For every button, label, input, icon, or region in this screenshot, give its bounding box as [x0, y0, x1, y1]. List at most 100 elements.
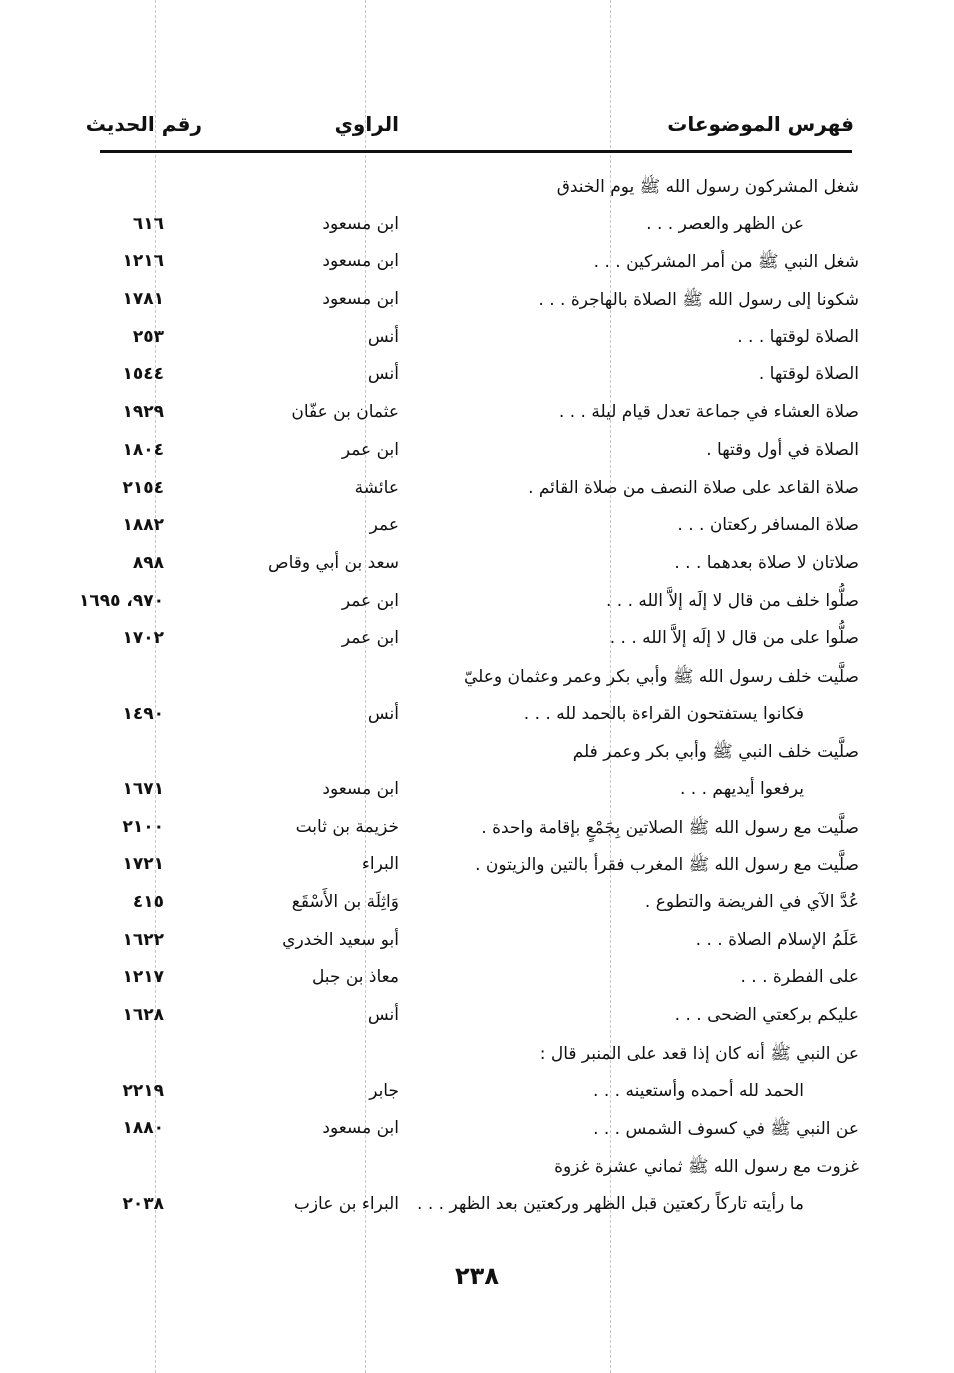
- topic-text: صلُّوا خلف من قال لا إلَه إلاَّ الله . .…: [605, 590, 859, 611]
- index-row: عليكم بركعتي الضحى . . . أنس ١٦٢٨: [0, 1001, 954, 1039]
- scan-artifact-line: [610, 0, 611, 1373]
- hadith-number: ٢١٥٤: [122, 477, 164, 498]
- narrator-text: معاذ بن جبل: [311, 967, 399, 988]
- index-row: شغل النبي ﷺ من أمر المشركين . . . ابن مسع…: [0, 247, 954, 285]
- topic-text: عن النبي ﷺ أنه كان إذا قعد على المنبر قا…: [539, 1043, 859, 1064]
- index-row: الحمد لله أحمده وأستعينه . . . جابر ٢٢١٩: [0, 1077, 954, 1115]
- index-row: صلُّوا على من قال لا إلَه إلاَّ الله . .…: [0, 624, 954, 662]
- narrator-text: أنس: [367, 364, 399, 385]
- hadith-number: ١٦٢٢: [122, 929, 164, 950]
- topic-text: عن النبي ﷺ في كسوف الشمس . . .: [593, 1119, 859, 1140]
- scan-artifact-line: [365, 0, 366, 1373]
- narrator-text: أنس: [367, 1005, 399, 1026]
- narrator-text: ابن مسعود: [322, 1118, 399, 1139]
- hadith-number: ١٧٨١: [122, 289, 164, 310]
- topic-text: الصلاة لوقتها . . .: [737, 326, 859, 347]
- narrator-text: وَاثِلَة بن الأَسْقَع: [291, 892, 399, 913]
- hadith-number: ١٤٩٠: [122, 703, 164, 724]
- narrator-text: عمر: [369, 515, 399, 536]
- index-row: صلَّيت مع رسول الله ﷺ المغرب فقرأ بالتين…: [0, 850, 954, 888]
- hadith-number: ١٨٨٢: [122, 515, 164, 536]
- topic-text: الصلاة في أول وقتها .: [706, 439, 859, 460]
- topic-text: صلَّيت مع رسول الله ﷺ المغرب فقرأ بالتين…: [475, 855, 859, 876]
- narrator-text: ابن عمر: [341, 628, 399, 649]
- scan-artifact-line: [155, 0, 156, 1373]
- hadith-number: ١٢١٧: [122, 967, 164, 988]
- column-header-narrator: الراوي: [334, 112, 399, 136]
- hadith-number: ٢٢١٩: [122, 1080, 164, 1101]
- narrator-text: ابن مسعود: [322, 289, 399, 310]
- topic-text: عليكم بركعتي الضحى . . .: [674, 1005, 859, 1026]
- hadith-number: ٢٥٣: [132, 326, 164, 347]
- index-row: عُدَّ الآي في الفريضة والتطوع . وَاثِلَة …: [0, 888, 954, 926]
- hadith-number: ١٨٨٠: [122, 1118, 164, 1139]
- index-row: صلَّيت مع رسول الله ﷺ الصلاتين بِجَمْعٍ …: [0, 813, 954, 851]
- topic-text: فكانوا يستفتحون القراءة بالحمد لله . . .: [523, 703, 804, 724]
- column-header-topics: فهرس الموضوعات: [667, 112, 854, 136]
- narrator-text: ابن عمر: [341, 590, 399, 611]
- index-row: عن النبي ﷺ أنه كان إذا قعد على المنبر قا…: [0, 1039, 954, 1077]
- narrator-text: البراء بن عازب: [293, 1193, 399, 1214]
- header-rule: [100, 150, 852, 153]
- narrator-text: عائشة: [354, 477, 399, 498]
- narrator-text: ابن مسعود: [322, 213, 399, 234]
- hadith-number: ١٧٢١: [122, 854, 164, 875]
- topic-text: صلاة المسافر ركعتان . . .: [677, 515, 859, 536]
- index-row: على الفطرة . . . معاذ بن جبل ١٢١٧: [0, 963, 954, 1001]
- index-row: ما رأيته تاركاً ركعتين قبل الظهر وركعتين…: [0, 1190, 954, 1228]
- narrator-text: سعد بن أبي وقاص: [268, 552, 399, 573]
- index-row: صلاة العشاء في جماعة تعدل قيام ليلة . . …: [0, 398, 954, 436]
- hadith-number: ١٧٠٢: [122, 628, 164, 649]
- hadith-number: ١٦٢٨: [122, 1005, 164, 1026]
- index-row: غزوت مع رسول الله ﷺ ثماني عشرة غزوة: [0, 1152, 954, 1190]
- narrator-text: جابر: [369, 1080, 399, 1101]
- topic-text: الحمد لله أحمده وأستعينه . . .: [593, 1080, 804, 1101]
- index-row: صلَّيت خلف رسول الله ﷺ وأبي بكر وعمر وعث…: [0, 662, 954, 700]
- narrator-text: أنس: [367, 326, 399, 347]
- topic-text: الصلاة لوقتها .: [758, 364, 859, 385]
- index-row: الصلاة في أول وقتها . ابن عمر ١٨٠٤: [0, 436, 954, 474]
- topic-text: شغل النبي ﷺ من أمر المشركين . . .: [593, 252, 859, 273]
- topic-text: صلَّيت مع رسول الله ﷺ الصلاتين بِجَمْعٍ …: [481, 817, 859, 838]
- hadith-number: ٢٠٣٨: [122, 1193, 164, 1214]
- topic-text: على الفطرة . . .: [740, 967, 859, 988]
- narrator-text: خزيمة بن ثابت: [295, 816, 399, 837]
- hadith-number: ٢١٠٠: [122, 816, 164, 837]
- hadith-number: ٨٩٨: [132, 552, 164, 573]
- index-row: شكونا إلى رسول الله ﷺ الصلاة بالهاجرة . …: [0, 285, 954, 323]
- topic-text: صلَّيت خلف النبي ﷺ وأبي بكر وعمر فلم: [572, 742, 859, 763]
- hadith-number: ١٩٢٩: [122, 402, 164, 423]
- hadith-number: ٦١٦: [132, 213, 164, 234]
- index-row: شغل المشركون رسول الله ﷺ يوم الخندق: [0, 172, 954, 210]
- index-row: عن النبي ﷺ في كسوف الشمس . . . ابن مسعود ١…: [0, 1114, 954, 1152]
- narrator-text: البراء: [361, 854, 399, 875]
- narrator-text: ابن مسعود: [322, 251, 399, 272]
- topic-text: عُدَّ الآي في الفريضة والتطوع .: [644, 892, 859, 913]
- hadith-number: ١٨٠٤: [122, 439, 164, 460]
- page-number: ٢٣٨: [455, 1262, 499, 1290]
- narrator-text: أبو سعيد الخدري: [282, 929, 399, 950]
- topic-text: شغل المشركون رسول الله ﷺ يوم الخندق: [556, 177, 859, 197]
- topic-text: صلَّيت خلف رسول الله ﷺ وأبي بكر وعمر وعث…: [463, 666, 859, 687]
- topic-text: صلاتان لا صلاة بعدهما . . .: [674, 552, 859, 573]
- index-row: صلَّيت خلف النبي ﷺ وأبي بكر وعمر فلم: [0, 737, 954, 775]
- column-header-hadith-number: رقم الحديث: [85, 112, 202, 136]
- index-row: صلاتان لا صلاة بعدهما . . . سعد بن أبي وق…: [0, 549, 954, 587]
- topic-text: شكونا إلى رسول الله ﷺ الصلاة بالهاجرة . …: [538, 290, 859, 311]
- narrator-text: عثمان بن عفّان: [291, 402, 399, 423]
- index-row: الصلاة لوقتها . . . أنس ٢٥٣: [0, 323, 954, 361]
- topic-text: عَلَمُ الإسلام الصلاة . . .: [695, 929, 859, 950]
- narrator-text: ابن عمر: [341, 439, 399, 460]
- topic-text: عن الظهر والعصر . . .: [646, 213, 804, 234]
- index-row: عن الظهر والعصر . . . ابن مسعود ٦١٦: [0, 210, 954, 248]
- hadith-number: ٤١٥: [132, 892, 164, 913]
- narrator-text: ابن مسعود: [322, 779, 399, 799]
- hadith-number: ١٢١٦: [122, 251, 164, 272]
- index-row: صلُّوا خلف من قال لا إلَه إلاَّ الله . .…: [0, 587, 954, 625]
- hadith-number: ١٥٤٤: [122, 364, 164, 385]
- index-row: الصلاة لوقتها . أنس ١٥٤٤: [0, 360, 954, 398]
- topic-text: صلاة القاعد على صلاة النصف من صلاة القائ…: [528, 477, 859, 498]
- index-row: عَلَمُ الإسلام الصلاة . . . أبو سعيد الخد…: [0, 926, 954, 964]
- index-row: فكانوا يستفتحون القراءة بالحمد لله . . .…: [0, 700, 954, 738]
- topic-text: صلاة العشاء في جماعة تعدل قيام ليلة . . …: [558, 402, 859, 423]
